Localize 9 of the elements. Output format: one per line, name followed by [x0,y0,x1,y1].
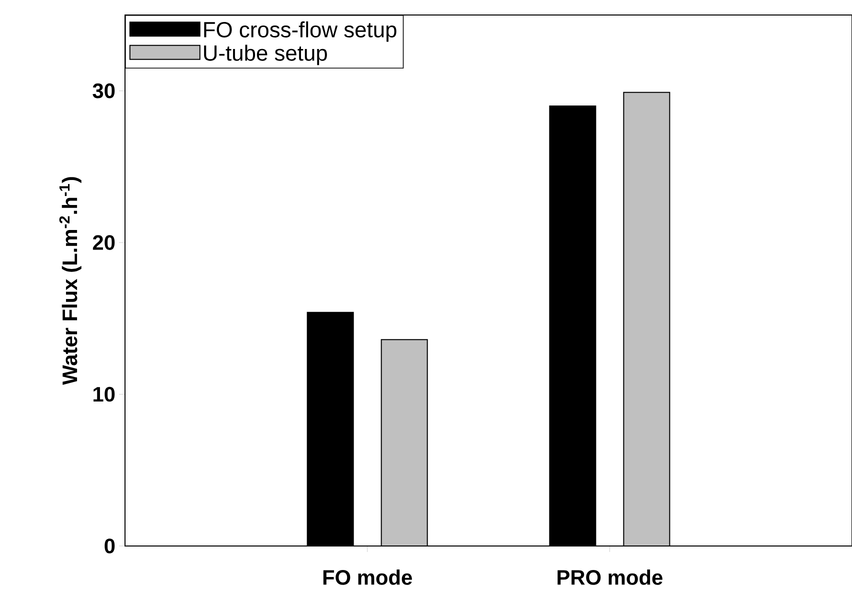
x-tick-label: PRO mode [558,570,662,585]
y-axis-title: Water Flux (L.m$^{-2}$.h$^{-1}$) [59,177,82,385]
y-tick-label: 10 [94,386,115,402]
y-tick-label: 20 [92,235,115,250]
legend-label: U-tube setup [204,44,327,66]
legend-label: FO cross-flow setup [204,21,396,42]
x-tick-label: FO mode [323,570,412,585]
y-tick-label: 30 [92,83,115,98]
y-tick-label: 0 [104,538,115,554]
